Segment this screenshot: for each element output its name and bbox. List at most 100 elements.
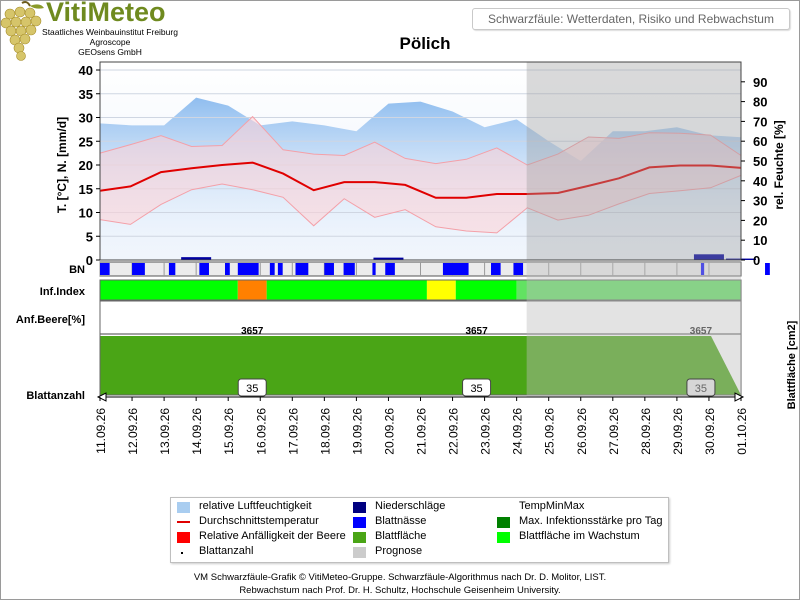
left-tick-label: 30	[79, 111, 93, 126]
blattnaesse-mark	[372, 263, 376, 275]
legend-swatch	[177, 532, 190, 543]
station-title: Pölich	[399, 34, 451, 53]
blattnaesse-mark	[513, 263, 524, 275]
legend: relative Luftfeuchtigkeit Niederschläge Te…	[170, 497, 669, 563]
org-line-3: GEOsens GmbH	[78, 47, 142, 57]
x-tick-label: 16.09.26	[254, 408, 268, 455]
legend-label: Blattfläche	[375, 530, 427, 542]
blattanzahl-box	[686, 378, 716, 397]
blattanzahl-value: 35	[695, 383, 707, 395]
blattnaesse-mark	[765, 263, 770, 275]
right-tick-label: 80	[753, 95, 767, 110]
right-tick-label: 10	[753, 233, 767, 248]
right-tick-label: 20	[753, 213, 767, 228]
right-axis-label: rel. Feuchte [%]	[772, 120, 786, 209]
blattanzahl-box	[237, 378, 267, 397]
x-tick-label: 27.09.26	[607, 408, 621, 455]
inf-row-border	[99, 279, 742, 301]
left-tick-label: 25	[79, 134, 93, 149]
right-tick-label: 0	[753, 253, 760, 268]
legend-swatch	[353, 502, 366, 513]
left-axis-label: T. [°C], N. [mm/d]	[55, 117, 69, 213]
x-tick-label: 19.09.26	[350, 408, 364, 455]
temp-minmax-band	[100, 116, 741, 233]
left-tick-label: 0	[86, 253, 93, 268]
forecast-shade-lower	[526, 262, 741, 397]
blattnaesse-mark	[295, 263, 309, 275]
legend-swatch	[353, 547, 366, 558]
right-tick-label: 60	[753, 134, 767, 149]
blattnaesse-mark	[132, 263, 145, 275]
legend-label: Blattnässe	[375, 515, 427, 527]
blattnaesse-mark	[199, 263, 209, 275]
legend-label: Niederschläge	[375, 500, 446, 512]
lower-panel-border	[99, 300, 742, 396]
x-tick-label: 15.09.26	[222, 408, 236, 455]
right-tick-label: 30	[753, 194, 767, 209]
x-axis-arrow-left	[96, 392, 107, 402]
brand-name: VitiMeteo	[46, 0, 166, 27]
blattflaeche-value: 3657	[690, 326, 713, 337]
left-tick-label: 40	[79, 63, 93, 78]
row-label-blattanzahl: Blattanzahl	[26, 390, 85, 402]
inf-index-segment	[426, 280, 456, 300]
header-title: Schwarzfäule: Wetterdaten, Risiko und Re…	[488, 12, 774, 26]
legend-label: Durchschnittstemperatur	[199, 515, 319, 527]
x-tick-label: 14.09.26	[190, 408, 204, 455]
blattnaesse-mark	[277, 263, 283, 275]
blattflaeche-value: 3657	[241, 326, 264, 337]
x-tick-label: 30.09.26	[703, 408, 717, 455]
inf-index-segment	[455, 280, 517, 300]
blattnaesse-mark	[324, 263, 334, 275]
x-tick-label: 18.09.26	[318, 408, 332, 455]
legend-swatch	[181, 552, 183, 554]
legend-swatch	[177, 521, 190, 523]
legend-swatch	[353, 517, 366, 528]
x-tick-label: 24.09.26	[511, 408, 525, 455]
legend-label: Blattfläche im Wachstum	[519, 530, 640, 542]
blattnaesse-mark	[491, 263, 501, 275]
left-tick-label: 10	[79, 206, 93, 221]
x-tick-label: 25.09.26	[543, 408, 557, 455]
blattflaeche-value: 3657	[465, 326, 488, 337]
x-tick-label: 12.09.26	[126, 408, 140, 455]
precip-bar	[181, 257, 212, 260]
x-tick-label: 20.09.26	[382, 408, 396, 455]
temp-min-line	[99, 174, 742, 234]
legend-label: Max. Infektionsstärke pro Tag	[519, 515, 663, 527]
temp-max-line	[99, 115, 742, 166]
x-tick-label: 22.09.26	[447, 408, 461, 455]
blattnaesse-mark	[168, 263, 176, 275]
legend-swatch	[497, 517, 510, 528]
inf-index-segment	[237, 280, 267, 300]
legend-label: Relative Anfälligkeit der Beere	[199, 530, 346, 542]
blattnaesse-mark	[237, 263, 259, 275]
blattflaeche-axis-label: Blattfläche [cm2]	[786, 320, 798, 409]
right-tick-label: 90	[753, 75, 767, 90]
legend-label: Prognose	[375, 545, 423, 557]
legend-label: Blattanzahl	[199, 545, 254, 557]
left-tick-label: 35	[79, 87, 93, 102]
header-box: Schwarzfäule: Wetterdaten, Risiko und Re…	[472, 8, 790, 30]
right-tick-label: 50	[753, 154, 767, 169]
grape-icon	[0, 1, 44, 61]
precip-bar	[373, 257, 404, 260]
left-tick-label: 20	[79, 158, 93, 173]
blattnaesse-mark	[343, 263, 355, 275]
blattanzahl-box	[462, 378, 492, 397]
legend-swatch	[497, 502, 510, 513]
row-label-anf: Anf.Beere[%]	[16, 314, 85, 326]
inf-index-segment	[266, 280, 427, 300]
x-tick-label: 23.09.26	[479, 408, 493, 455]
x-tick-label: 29.09.26	[671, 408, 685, 455]
x-tick-label: 28.09.26	[639, 408, 653, 455]
x-tick-label: 17.09.26	[286, 408, 300, 455]
org-line-2: Agroscope	[89, 37, 131, 47]
x-tick-label: 21.09.26	[415, 408, 429, 455]
org-line-1: Staatliches Weinbauinstitut Freiburg	[42, 27, 178, 37]
footer-credit-2: Rebwachstum nach Prof. Dr. H. Schultz, H…	[239, 585, 561, 596]
right-tick-label: 40	[753, 174, 767, 189]
blattanzahl-value: 35	[470, 383, 482, 395]
blattnaesse-mark	[224, 263, 230, 275]
legend-swatch	[497, 532, 510, 543]
